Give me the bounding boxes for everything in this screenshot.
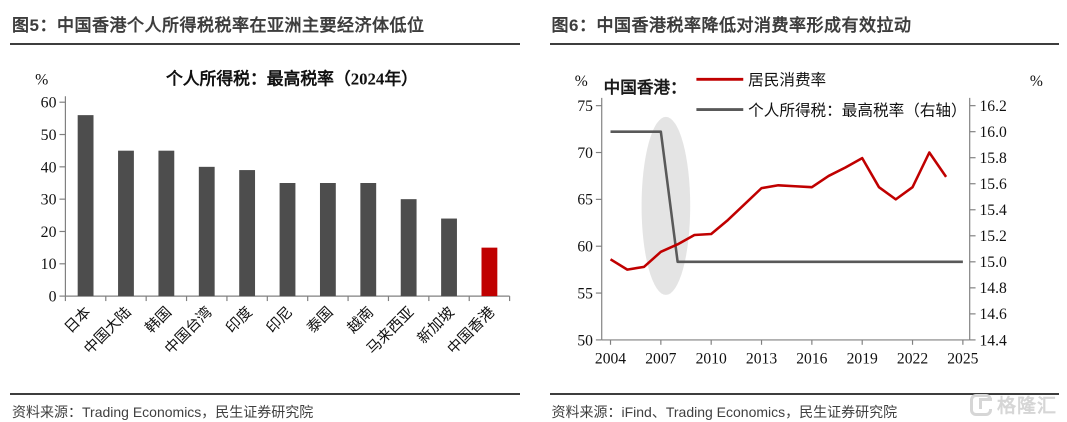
chart-inner-title: 个人所得税：最高税率（2024年） [165, 68, 418, 88]
panel-figure-6: 图6：中国香港税率降低对消费率形成有效拉动 %% 中国香港： 居民消费率个人所得税：… [549, 8, 1060, 422]
svg-text:40: 40 [41, 159, 57, 176]
series-line-0 [609, 151, 947, 271]
bar-新加坡 [441, 218, 457, 297]
bar-印尼 [279, 183, 296, 297]
figure5-title: 图5：中国香港个人所得税税率在亚洲主要经济体低位 [10, 8, 520, 45]
x-label-印尼: 印尼 [263, 304, 296, 337]
region-label: 中国香港： [603, 77, 686, 97]
axes: 50 55 60 65 70 75 14.4 14.6 14.8 15.0 15.2 15.4 15.6… [577, 97, 1007, 367]
bar-中国台湾 [198, 166, 215, 297]
left-axis-unit: % [35, 71, 48, 88]
gelonghui-watermark: 格隆汇 [969, 391, 1057, 418]
axes: 0 10 20 30 40 50 60 [41, 95, 511, 306]
svg-text:2007: 2007 [645, 350, 676, 367]
consumption-rate-line-chart: %% 中国香港： 居民消费率个人所得税：最高税率（右轴） 50 55 60 65 70 75 14… [550, 45, 1060, 393]
x-label-越南: 越南 [344, 304, 377, 337]
svg-text:0: 0 [49, 289, 57, 306]
bar-越南 [360, 183, 377, 297]
svg-text:2019: 2019 [846, 350, 877, 367]
left-axis-unit: % [574, 73, 587, 90]
svg-text:55: 55 [577, 285, 593, 302]
svg-text:10: 10 [41, 256, 57, 273]
figure6-source-text: 资料来源：iFind、Trading Economics，民生证券研究院 [551, 404, 898, 420]
svg-text:15.0: 15.0 [979, 254, 1007, 271]
svg-text:70: 70 [577, 145, 593, 162]
svg-text:15.4: 15.4 [979, 202, 1007, 219]
figure5-source: 资料来源：Trading Economics，民生证券研究院 [10, 393, 520, 422]
svg-text:14.4: 14.4 [979, 332, 1007, 349]
svg-text:50: 50 [577, 332, 593, 349]
svg-text:14.6: 14.6 [979, 306, 1007, 323]
bar-日本 [77, 115, 94, 297]
svg-text:16.0: 16.0 [979, 124, 1007, 141]
svg-text:2022: 2022 [896, 350, 927, 367]
svg-text:2004: 2004 [594, 350, 625, 367]
svg-text:16.2: 16.2 [979, 98, 1006, 115]
bar-中国大陆 [118, 150, 134, 297]
x-label-泰国: 泰国 [304, 304, 337, 337]
figure6-source: 资料来源：iFind、Trading Economics，民生证券研究院 [549, 393, 1059, 422]
svg-text:50: 50 [41, 127, 57, 144]
legend-label-0: 居民消费率 [748, 71, 826, 89]
svg-text:75: 75 [577, 98, 593, 115]
bar-韩国 [158, 150, 175, 297]
figure6-title: 图6：中国香港税率降低对消费率形成有效拉动 [549, 8, 1059, 45]
right-axis-unit: % [1029, 73, 1042, 90]
bar-中国香港 [481, 247, 498, 297]
x-label-韩国: 韩国 [142, 304, 175, 337]
svg-text:14.8: 14.8 [979, 280, 1007, 297]
svg-text:15.6: 15.6 [979, 176, 1007, 193]
svg-text:65: 65 [577, 192, 593, 209]
panel-figure-5: 图5：中国香港个人所得税税率在亚洲主要经济体低位 % 个人所得税：最高税率（202… [10, 8, 520, 422]
svg-text:15.8: 15.8 [979, 150, 1007, 167]
income-tax-bar-chart: % 个人所得税：最高税率（2024年） 0 10 20 30 40 50 60 日本 中国大陆 韩国中… [10, 45, 520, 393]
legend-label-1: 个人所得税：最高税率（右轴） [748, 101, 967, 119]
x-label-印度: 印度 [223, 304, 256, 337]
svg-text:2010: 2010 [695, 350, 726, 367]
bar-泰国 [319, 183, 336, 297]
gelonghui-watermark-text: 格隆汇 [996, 396, 1057, 417]
bar-印度 [239, 170, 256, 297]
svg-text:2013: 2013 [745, 350, 776, 367]
svg-text:60: 60 [577, 239, 593, 256]
series-line-1 [610, 130, 963, 264]
svg-text:15.2: 15.2 [979, 228, 1006, 245]
tax-cut-highlight-ellipse [641, 116, 690, 295]
svg-text:2025: 2025 [947, 350, 978, 367]
svg-text:2016: 2016 [796, 350, 827, 367]
bar-马来西亚 [400, 199, 417, 297]
svg-text:30: 30 [41, 192, 57, 209]
svg-text:60: 60 [41, 95, 57, 112]
svg-text:20: 20 [41, 224, 57, 241]
figure5-source-text: 资料来源：Trading Economics，民生证券研究院 [12, 404, 314, 420]
gelonghui-logo-icon [969, 393, 992, 416]
x-label-日本: 日本 [61, 304, 94, 337]
